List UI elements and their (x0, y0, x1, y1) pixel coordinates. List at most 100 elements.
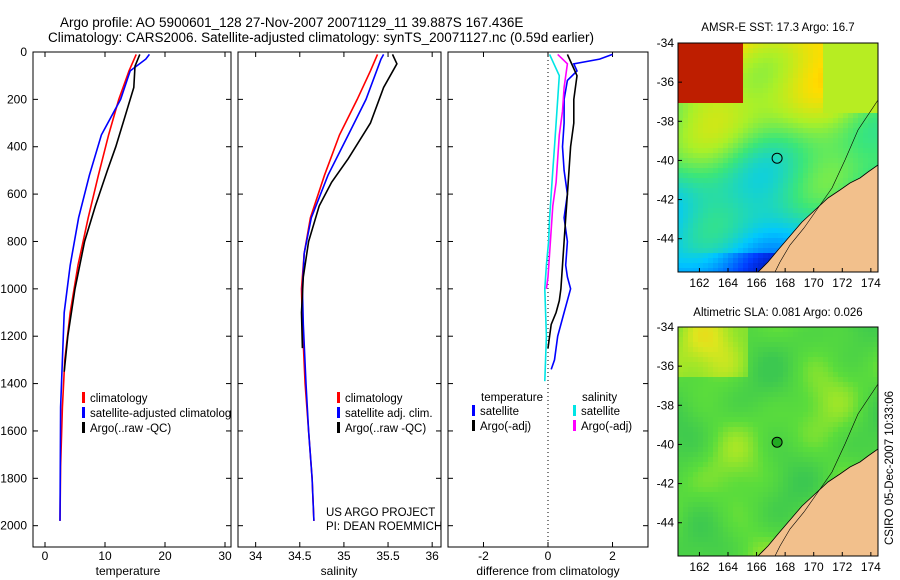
heatmap-cell (783, 427, 789, 433)
heatmap-cell (678, 63, 684, 69)
heatmap-cell (738, 133, 744, 139)
heatmap-cell (733, 472, 739, 478)
heatmap-cell (753, 53, 759, 59)
heatmap-cell (823, 48, 829, 54)
heatmap-cell (743, 203, 749, 209)
heatmap-cell (778, 447, 784, 453)
heatmap-cell (688, 342, 694, 348)
heatmap-cell (768, 73, 774, 79)
heatmap-cell (843, 422, 849, 428)
heatmap-cell (758, 138, 764, 144)
heatmap-cell (783, 517, 789, 523)
heatmap-cell (743, 58, 749, 64)
heatmap-cell (828, 78, 834, 84)
heatmap-cell (743, 158, 749, 164)
heatmap-cell (743, 168, 749, 174)
heatmap-cell (853, 168, 859, 174)
heatmap-cell (788, 193, 794, 199)
difference-axis-label: difference from climatology (476, 564, 619, 578)
heatmap-cell (808, 397, 814, 403)
heatmap-cell (748, 332, 754, 338)
heatmap-cell (748, 183, 754, 189)
heatmap-cell (718, 482, 724, 488)
heatmap-cell (843, 412, 849, 418)
heatmap-cell (743, 253, 749, 259)
heatmap-cell (823, 118, 829, 124)
project-label: US ARGO PROJECT (326, 507, 435, 519)
heatmap-cell (773, 103, 779, 109)
legend-swatch-climatology (82, 392, 85, 403)
heatmap-cell (718, 457, 724, 463)
heatmap-cell (778, 427, 784, 433)
heatmap-cell (678, 108, 684, 114)
heatmap-cell (828, 337, 834, 343)
heatmap-cell (868, 417, 874, 423)
heatmap-cell (718, 427, 724, 433)
heatmap-cell (843, 372, 849, 378)
heatmap-cell (803, 337, 809, 343)
heatmap-cell (763, 118, 769, 124)
heatmap-cell (683, 268, 689, 272)
heatmap-cell (853, 153, 859, 159)
heatmap-cell (848, 58, 854, 64)
heatmap-cell (693, 123, 699, 129)
legend-swatch-climatology (337, 392, 340, 403)
heatmap-cell (748, 73, 754, 79)
heatmap-cell (803, 73, 809, 79)
heatmap-cell (868, 103, 874, 109)
heatmap-cell (753, 243, 759, 249)
heatmap-cell (778, 512, 784, 518)
heatmap-cell (703, 123, 709, 129)
heatmap-cell (868, 43, 874, 49)
heatmap-cell (758, 228, 764, 234)
heatmap-cell (723, 527, 729, 533)
heatmap-cell (853, 78, 859, 84)
heatmap-cell (698, 512, 704, 518)
heatmap-cell (873, 63, 878, 69)
heatmap-cell (703, 258, 709, 264)
heatmap-cell (753, 153, 759, 159)
heatmap-cell (748, 103, 754, 109)
heatmap-cell (853, 88, 859, 94)
heatmap-cell (703, 352, 709, 358)
heatmap-cell (793, 88, 799, 94)
heatmap-cell (778, 243, 784, 249)
heatmap-cell (693, 362, 699, 368)
heatmap-cell (848, 397, 854, 403)
heatmap-cell (758, 547, 764, 553)
heatmap-cell (848, 148, 854, 154)
depth-tick-label: 1800 (0, 471, 27, 485)
heatmap-cell (678, 73, 684, 79)
heatmap-cell (708, 263, 714, 269)
heatmap-cell (688, 178, 694, 184)
heatmap-cell (693, 48, 699, 54)
heatmap-cell (873, 53, 878, 59)
heatmap-cell (818, 158, 824, 164)
heatmap-cell (763, 133, 769, 139)
heatmap-cell (738, 502, 744, 508)
heatmap-cell (838, 153, 844, 159)
heatmap-cell (693, 512, 699, 518)
map-x-tick-label: 162 (689, 560, 709, 574)
heatmap-cell (688, 547, 694, 553)
heatmap-cell (683, 133, 689, 139)
heatmap-cell (758, 532, 764, 538)
heatmap-cell (708, 332, 714, 338)
heatmap-cell (808, 352, 814, 358)
heatmap-cell (723, 243, 729, 249)
heatmap-cell (873, 447, 878, 453)
heatmap-cell (863, 397, 869, 403)
heatmap-cell (693, 183, 699, 189)
heatmap-cell (843, 397, 849, 403)
heatmap-cell (768, 432, 774, 438)
heatmap-cell (788, 487, 794, 493)
heatmap-cell (818, 173, 824, 179)
heatmap-cell (778, 352, 784, 358)
heatmap-cell (738, 153, 744, 159)
heatmap-cell (873, 442, 878, 448)
heatmap-cell (843, 342, 849, 348)
heatmap-cell (838, 372, 844, 378)
heatmap-cell (713, 238, 719, 244)
heatmap-cell (808, 337, 814, 343)
heatmap-cell (698, 218, 704, 224)
